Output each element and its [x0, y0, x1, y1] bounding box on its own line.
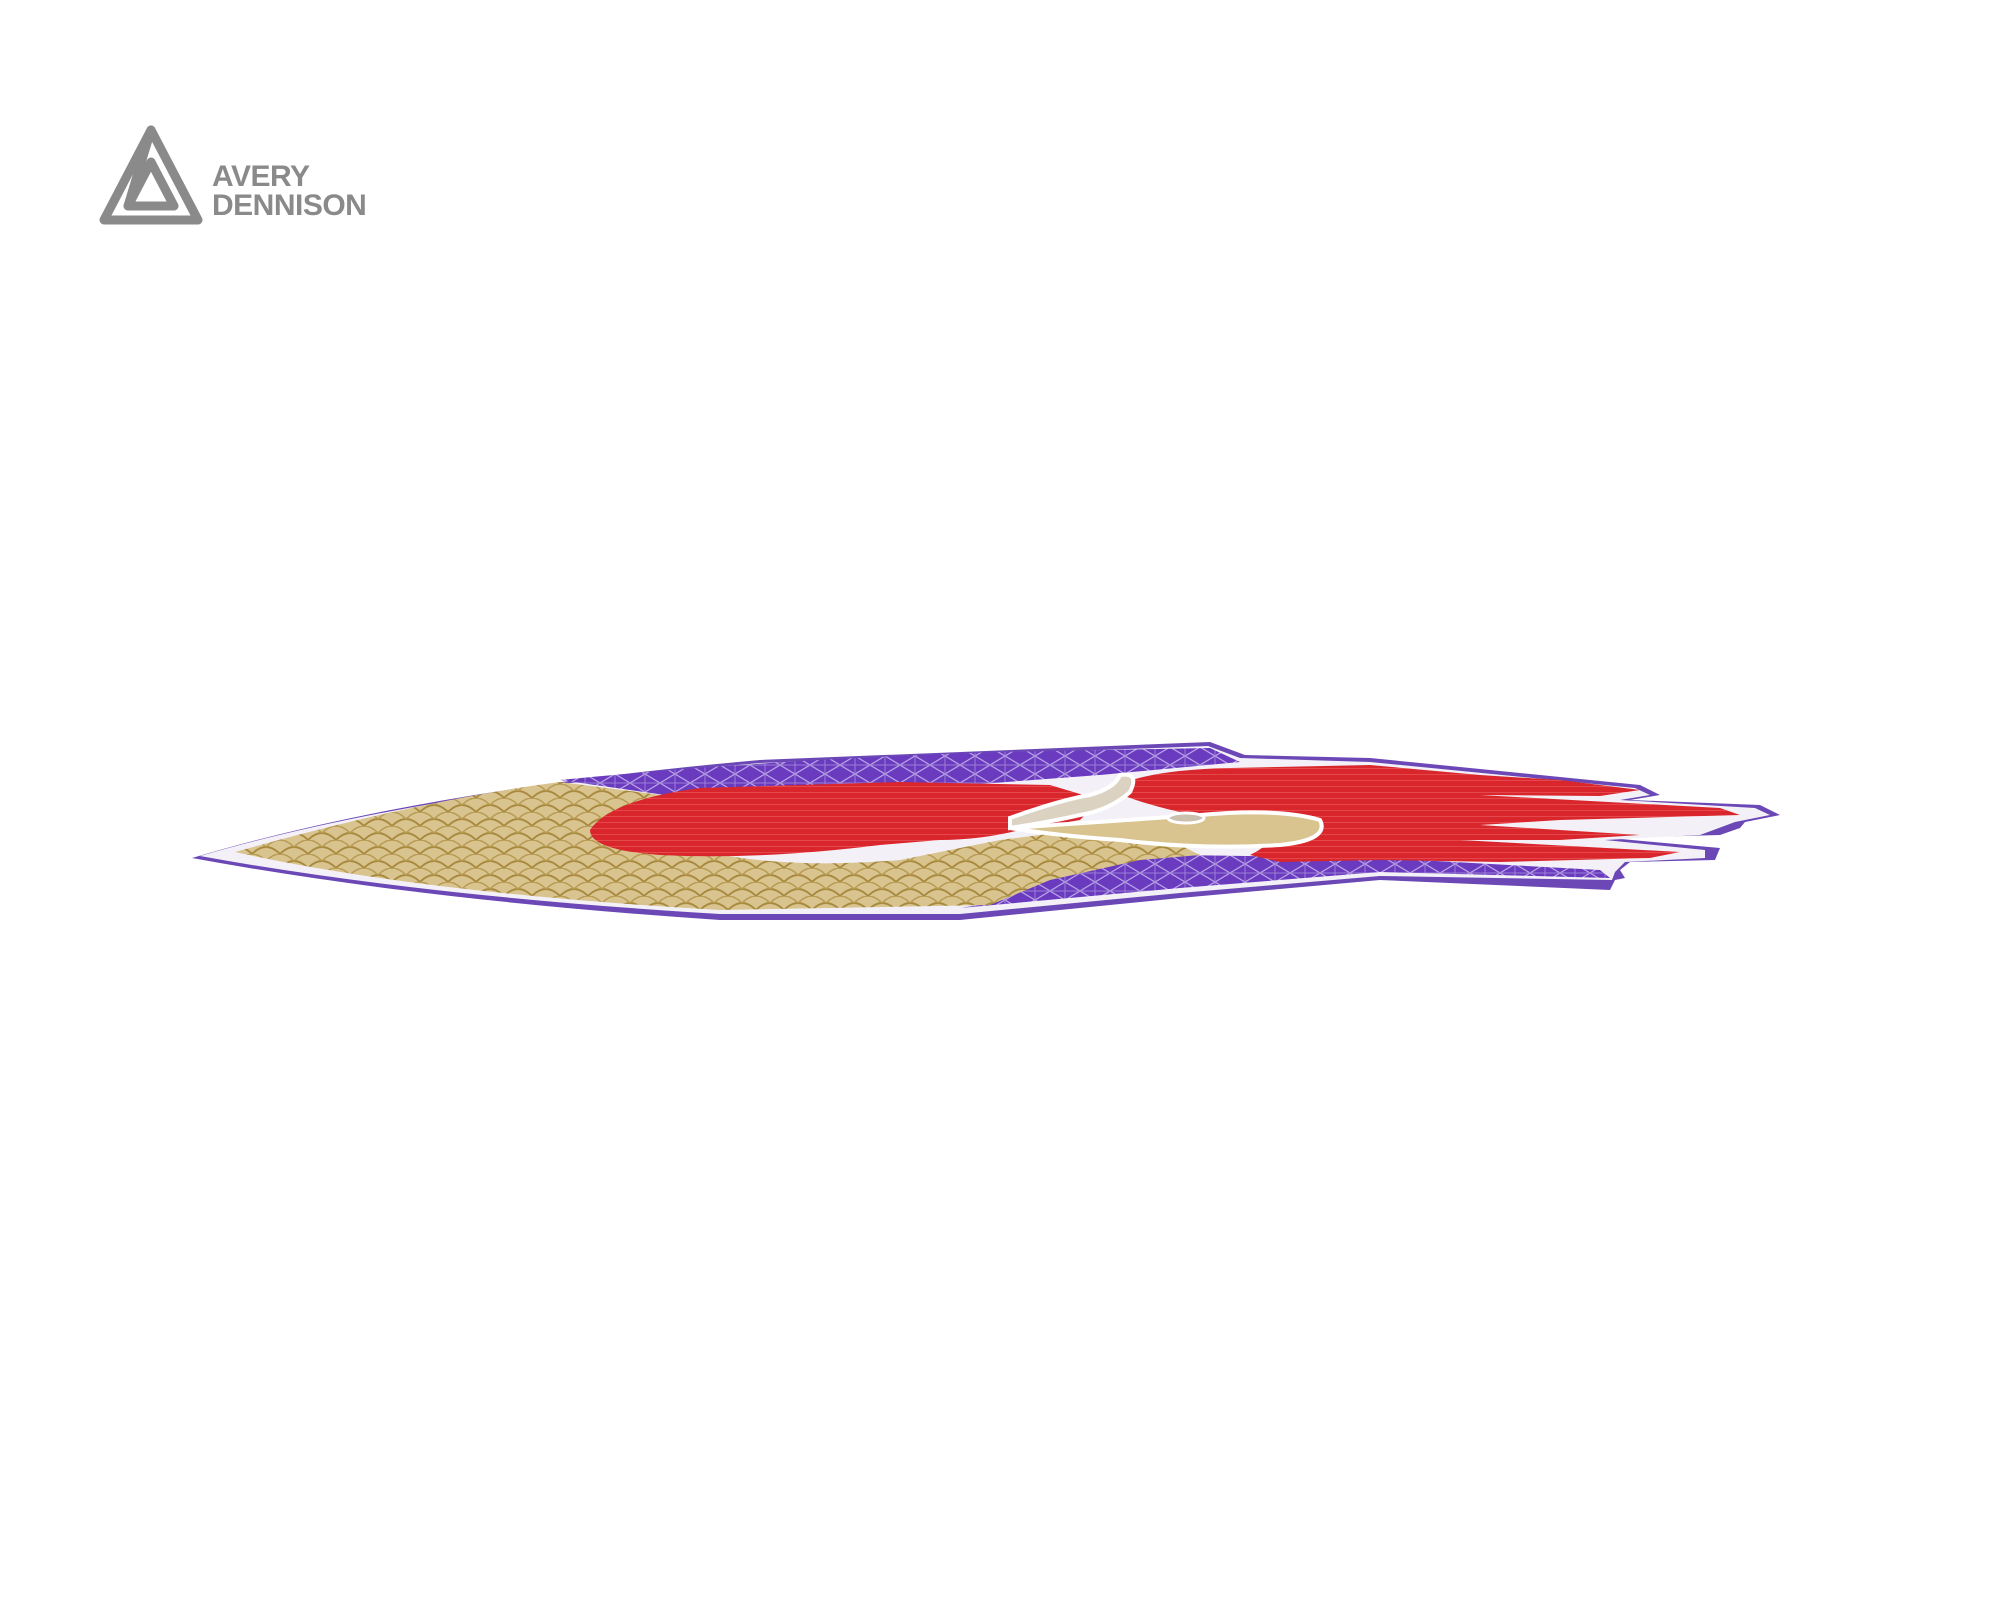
brand-line2: DENNISON	[212, 189, 367, 222]
red-koi-body	[590, 782, 1100, 857]
red-tail-flames	[1110, 765, 1740, 862]
brand-wordmark: AVERY DENNISON	[212, 160, 367, 222]
koi-eye	[1166, 811, 1206, 825]
avery-dennison-logo-icon	[99, 125, 203, 225]
cream-swirl	[1009, 810, 1324, 849]
purple-panel-top	[560, 748, 1240, 800]
brand-logo: AVERY DENNISON	[96, 122, 416, 242]
cream-fin	[1008, 772, 1136, 831]
brand-line1: AVERY	[212, 160, 310, 193]
gold-scales-panel	[235, 782, 1200, 910]
purple-panel-bottom	[960, 855, 1610, 908]
